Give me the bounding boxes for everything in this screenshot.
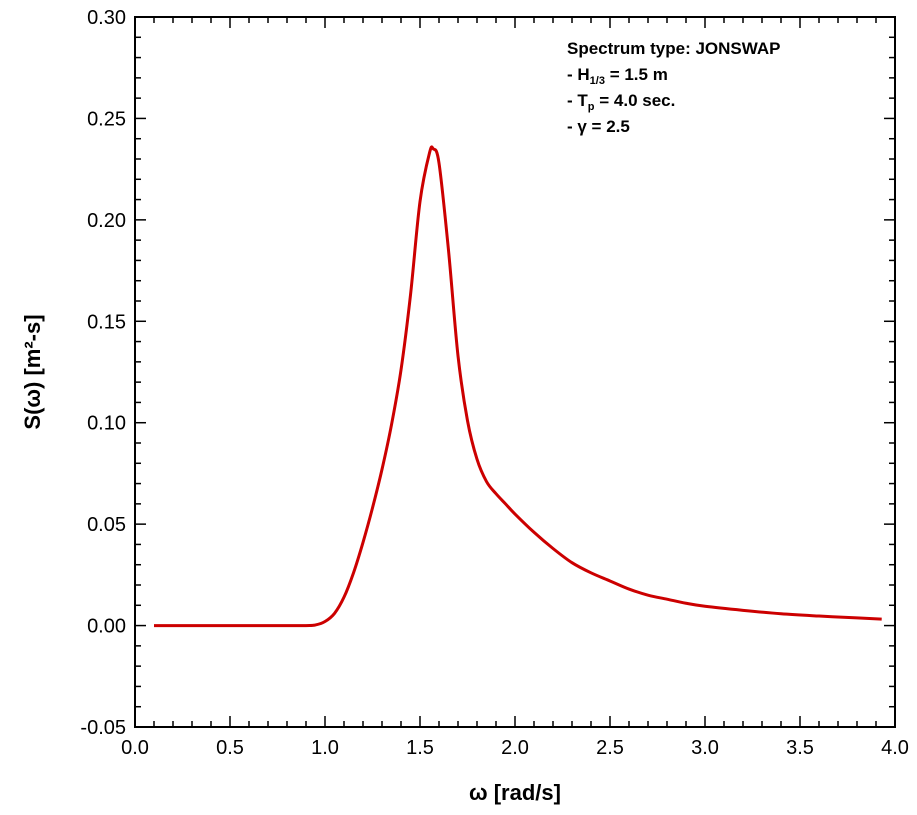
annotation-peak-period-value: = 4.0 sec. — [595, 91, 676, 110]
y-tick-label: 0.30 — [87, 7, 126, 29]
y-tick-label: -0.05 — [80, 717, 126, 739]
x-tick-label: 0.5 — [216, 737, 244, 759]
annotation-spectrum-type: Spectrum type: JONSWAP — [567, 39, 781, 58]
annotation-wave-height-prefix: - H — [567, 65, 590, 84]
x-axis-ticks: 0.0 0.5 1.0 1.5 2.0 2.5 3.0 3.5 4.0 — [121, 17, 909, 759]
x-tick-label: 2.5 — [596, 737, 624, 759]
annotation-wave-height-subscript: 1/3 — [590, 75, 605, 87]
plot-frame — [134, 16, 896, 728]
annotation-peak-period-prefix: - T — [567, 91, 588, 110]
x-tick-label: 2.0 — [501, 737, 529, 759]
x-tick-label: 4.0 — [881, 737, 909, 759]
y-axis-ticks: -0.05 0.00 0.05 0.10 0.15 0.20 0.25 0.30 — [80, 7, 895, 739]
annotation-wave-height: - H1/3 = 1.5 m — [567, 65, 668, 87]
y-tick-label: 0.05 — [87, 514, 126, 536]
annotation-gamma: - γ = 2.5 — [567, 117, 630, 136]
series-line — [154, 145, 882, 628]
annotation-wave-height-value: = 1.5 m — [605, 65, 668, 84]
y-axis-title: S(ω) [m²-s] — [20, 314, 45, 429]
y-tick-label: 0.00 — [87, 616, 126, 638]
x-tick-label: 3.0 — [691, 737, 719, 759]
x-tick-label: 3.5 — [786, 737, 814, 759]
x-axis-title: ω [rad/s] — [469, 780, 561, 805]
y-tick-label: 0.25 — [87, 108, 126, 130]
x-tick-label: 0.0 — [121, 737, 149, 759]
annotation-peak-period-subscript: p — [588, 101, 595, 113]
annotation-peak-period: - Tp = 4.0 sec. — [567, 91, 675, 113]
annotation-block: Spectrum type: JONSWAP - H1/3 = 1.5 m - … — [567, 39, 781, 136]
y-tick-label: 0.15 — [87, 311, 126, 333]
y-tick-label: 0.20 — [87, 210, 126, 232]
x-tick-label: 1.5 — [406, 737, 434, 759]
x-tick-label: 1.0 — [311, 737, 339, 759]
y-tick-label: 0.10 — [87, 413, 126, 435]
